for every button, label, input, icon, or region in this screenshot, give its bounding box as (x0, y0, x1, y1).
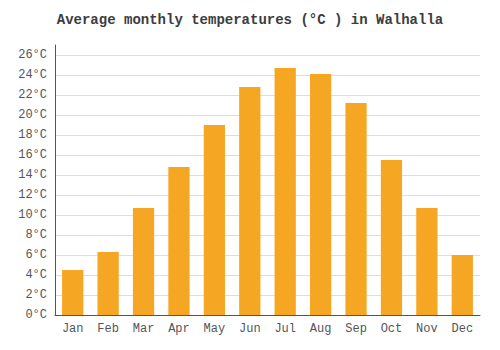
svg-text:24°C: 24°C (18, 68, 47, 82)
svg-text:22°C: 22°C (18, 88, 47, 102)
svg-text:8°C: 8°C (25, 228, 47, 242)
svg-text:Dec: Dec (451, 322, 473, 336)
svg-text:Oct: Oct (381, 322, 403, 336)
svg-text:Jul: Jul (274, 322, 296, 336)
svg-text:14°C: 14°C (18, 168, 47, 182)
svg-text:26°C: 26°C (18, 48, 47, 62)
svg-text:Jan: Jan (62, 322, 84, 336)
svg-text:Nov: Nov (416, 322, 438, 336)
svg-text:20°C: 20°C (18, 108, 47, 122)
svg-text:Feb: Feb (97, 322, 119, 336)
svg-text:18°C: 18°C (18, 128, 47, 142)
svg-text:12°C: 12°C (18, 188, 47, 202)
svg-text:Aug: Aug (310, 322, 332, 336)
svg-text:10°C: 10°C (18, 208, 47, 222)
svg-text:4°C: 4°C (25, 268, 47, 282)
svg-text:Mar: Mar (133, 322, 155, 336)
svg-text:Jun: Jun (239, 322, 261, 336)
svg-text:Sep: Sep (345, 322, 367, 336)
svg-text:Average monthly temperatures (: Average monthly temperatures (°C ) in Wa… (57, 12, 444, 28)
svg-text:16°C: 16°C (18, 148, 47, 162)
svg-text:2°C: 2°C (25, 288, 47, 302)
svg-text:Apr: Apr (168, 322, 190, 336)
svg-text:0°C: 0°C (25, 308, 47, 322)
svg-text:May: May (204, 322, 226, 336)
svg-text:6°C: 6°C (25, 248, 47, 262)
